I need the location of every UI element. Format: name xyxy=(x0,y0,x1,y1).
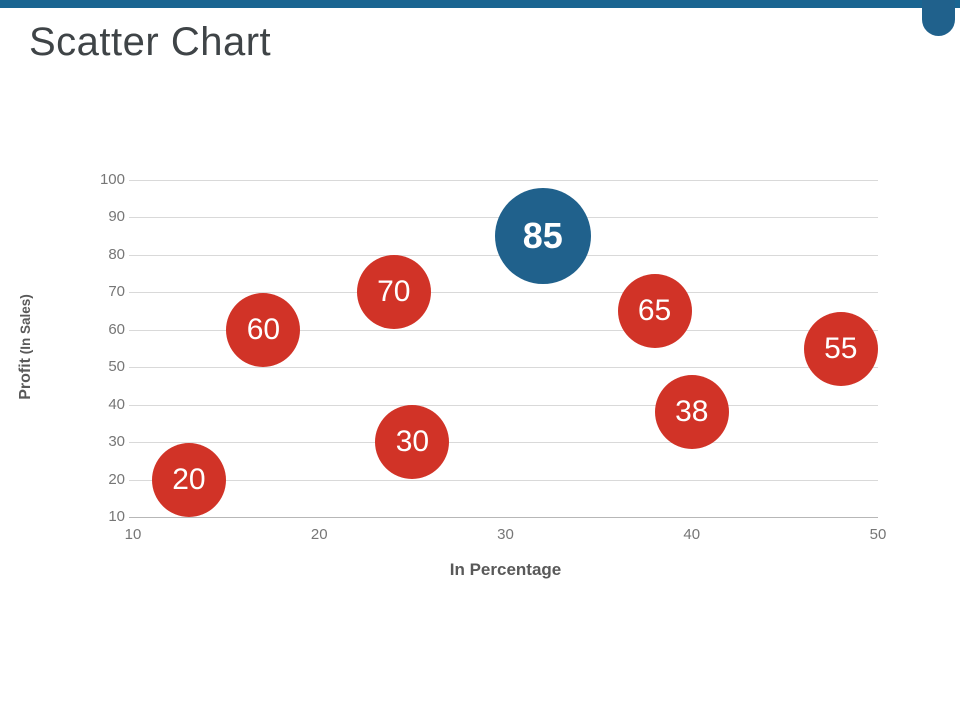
y-tick-label: 80 xyxy=(108,245,125,263)
gridline xyxy=(129,404,878,406)
data-point-label: 55 xyxy=(824,331,858,365)
y-tick-label: 90 xyxy=(108,208,125,226)
gridline xyxy=(129,180,878,181)
x-axis-title: In Percentage xyxy=(449,560,562,579)
page-title: Scatter Chart xyxy=(29,20,272,64)
y-tick-label: 100 xyxy=(99,171,125,188)
gridline xyxy=(129,292,878,294)
gridline xyxy=(129,367,878,369)
y-tick-label: 60 xyxy=(108,320,125,338)
top-accent-bar xyxy=(0,0,960,8)
data-point-bubble: 70 xyxy=(356,255,431,330)
x-tick-label: 50 xyxy=(869,526,887,543)
y-axis-title: Profit (In Sales) xyxy=(17,217,35,477)
data-point-bubble: 60 xyxy=(226,292,301,367)
y-tick-label: 30 xyxy=(108,433,125,451)
data-point-label: 70 xyxy=(377,275,411,309)
data-point-bubble: 38 xyxy=(654,375,729,450)
gridline xyxy=(129,479,878,481)
y-axis-title-sub: (In Sales) xyxy=(18,294,33,358)
x-axis-line xyxy=(129,517,878,518)
corner-tab xyxy=(922,0,955,36)
data-point-label: 60 xyxy=(246,312,281,346)
gridline xyxy=(129,329,878,331)
data-point-bubble: 20 xyxy=(151,442,226,517)
x-tick-label: 20 xyxy=(310,526,328,543)
data-point-bubble: 65 xyxy=(617,274,692,349)
y-tick-label: 50 xyxy=(108,358,125,376)
data-point-bubble: 30 xyxy=(375,405,450,480)
y-axis-title-main: Profit xyxy=(17,358,34,400)
y-tick-label: 10 xyxy=(108,508,125,525)
gridline xyxy=(129,442,878,444)
data-point-label: 30 xyxy=(395,425,430,459)
x-tick-label: 30 xyxy=(497,526,514,543)
y-tick-label: 20 xyxy=(108,470,125,488)
x-tick-label: 40 xyxy=(683,526,701,543)
data-point-label: 38 xyxy=(675,395,709,429)
data-point-bubble: 85 xyxy=(494,188,591,285)
data-point-bubble: 55 xyxy=(803,311,878,386)
y-tick-label: 40 xyxy=(108,395,125,413)
data-point-label: 65 xyxy=(637,294,672,328)
data-point-label: 85 xyxy=(522,215,563,257)
y-tick-label: 70 xyxy=(108,283,125,301)
data-point-label: 20 xyxy=(172,462,206,496)
x-tick-label: 10 xyxy=(124,526,142,543)
